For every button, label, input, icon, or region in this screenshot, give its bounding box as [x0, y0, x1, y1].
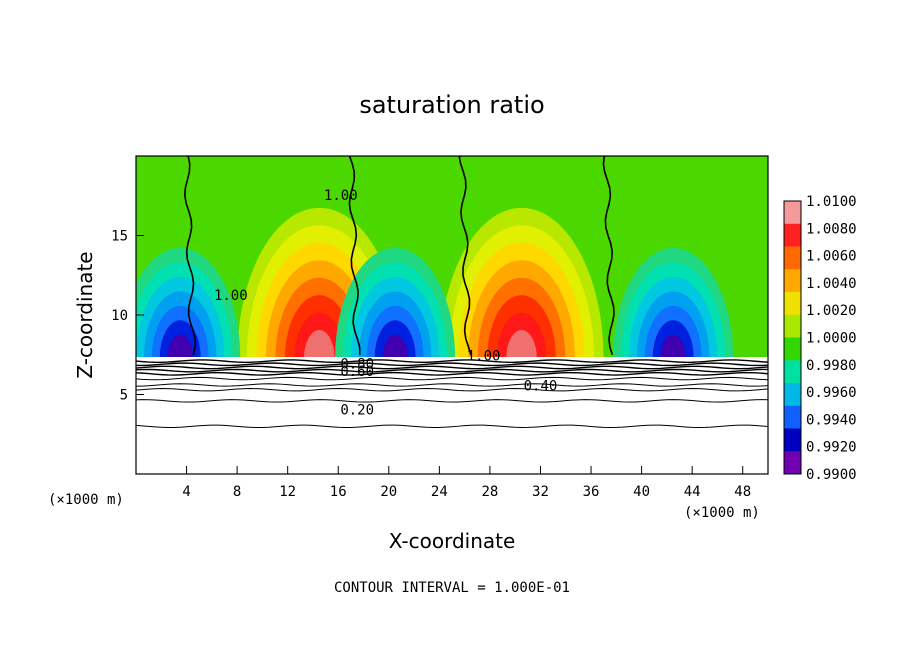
- contour-label: 1.00: [324, 188, 358, 204]
- colorbar-label: 1.0020: [806, 303, 857, 319]
- contour-label: 1.00: [467, 348, 501, 364]
- contour-line-horizontal: [136, 388, 768, 392]
- colorbar-swatch: [784, 405, 801, 429]
- contour-label: 0.20: [340, 402, 374, 418]
- colorbar-label: 0.9960: [806, 385, 857, 401]
- contour-interval-note: CONTOUR INTERVAL = 1.000E-01: [334, 580, 570, 596]
- contour-line-horizontal: [136, 376, 768, 381]
- contour-line-horizontal: [136, 399, 768, 403]
- contour-line-horizontal: [136, 424, 768, 428]
- colorbar-swatch: [784, 451, 801, 475]
- colorbar-swatch: [784, 337, 801, 361]
- contour-lines: 1.00 1.00 1.00 0.800.60 0.40 0.20: [136, 156, 768, 428]
- y-axis-label: Z-coordinate: [73, 251, 97, 378]
- x-tick-label: 20: [380, 484, 397, 500]
- colorbar-label: 0.9940: [806, 412, 857, 428]
- x-tick-label: 48: [734, 484, 751, 500]
- colorbar-swatch: [784, 223, 801, 247]
- x-unit-right: (×1000 m): [684, 505, 760, 521]
- colorbar-label: 1.0100: [806, 194, 857, 210]
- colorbar-swatch: [784, 269, 801, 293]
- colorbar-swatch: [784, 314, 801, 338]
- contour-label: 1.00: [214, 288, 248, 304]
- contour-line-horizontal: [136, 371, 768, 376]
- colorbar-swatch: [784, 246, 801, 270]
- x-tick-label: 32: [532, 484, 549, 500]
- contour-line-horizontal: [136, 359, 768, 364]
- colorbar-swatch: [784, 292, 801, 316]
- chart-title: saturation ratio: [359, 91, 544, 119]
- contour-label: 0.80: [340, 356, 374, 372]
- y-tick-label: 5: [120, 388, 128, 404]
- colorbar-label: 1.0060: [806, 249, 857, 265]
- x-axis: 4 8 12 16 20 24 28 32 36 40 44 48: [182, 466, 751, 500]
- x-unit-left: (×1000 m): [48, 492, 124, 508]
- contour-label: 0.40: [524, 379, 558, 395]
- contour-label: 0.60: [340, 364, 374, 380]
- x-tick-label: 24: [431, 484, 448, 500]
- y-axis: 5 10 15: [111, 229, 144, 404]
- colorbar-label: 0.9920: [806, 440, 857, 456]
- x-tick-label: 40: [633, 484, 650, 500]
- x-tick-label: 8: [233, 484, 241, 500]
- contour-line-horizontal: [136, 365, 768, 370]
- colorbar-label: 0.9980: [806, 358, 857, 374]
- contour-line-horizontal: [136, 362, 768, 367]
- contour-line-vertical: [184, 156, 196, 355]
- colorbar: 1.0100 1.0080 1.0060 1.0040 1.0020 1.0000 0.99…: [783, 194, 857, 483]
- x-tick-label: 36: [583, 484, 600, 500]
- colorbar-label: 1.0080: [806, 221, 857, 237]
- colorbar-label: 1.0040: [806, 276, 857, 292]
- colorbar-swatch: [784, 360, 801, 384]
- x-tick-label: 12: [279, 484, 296, 500]
- x-tick-label: 16: [330, 484, 347, 500]
- contour-line-horizontal: [136, 368, 768, 373]
- colorbar-swatch: [784, 201, 801, 225]
- y-tick-label: 15: [111, 229, 128, 245]
- x-tick-label: 28: [481, 484, 498, 500]
- colorbar-frame: [783, 200, 802, 475]
- contour-line-vertical: [458, 156, 472, 355]
- colorbar-label: 0.9900: [806, 467, 857, 483]
- plot-area: 1.00 1.00 1.00 0.800.60 0.40 0.20: [136, 156, 768, 474]
- contour-line-vertical: [348, 156, 361, 355]
- x-axis-label: X-coordinate: [389, 529, 516, 553]
- y-tick-label: 10: [111, 308, 128, 324]
- colorbar-swatch: [784, 383, 801, 407]
- contour-line-horizontal: [136, 383, 768, 387]
- colorbar-label: 1.0000: [806, 331, 857, 347]
- contour-line-vertical: [602, 156, 615, 355]
- colorbar-swatch: [784, 428, 801, 452]
- x-tick-label: 44: [684, 484, 701, 500]
- x-tick-label: 4: [182, 484, 190, 500]
